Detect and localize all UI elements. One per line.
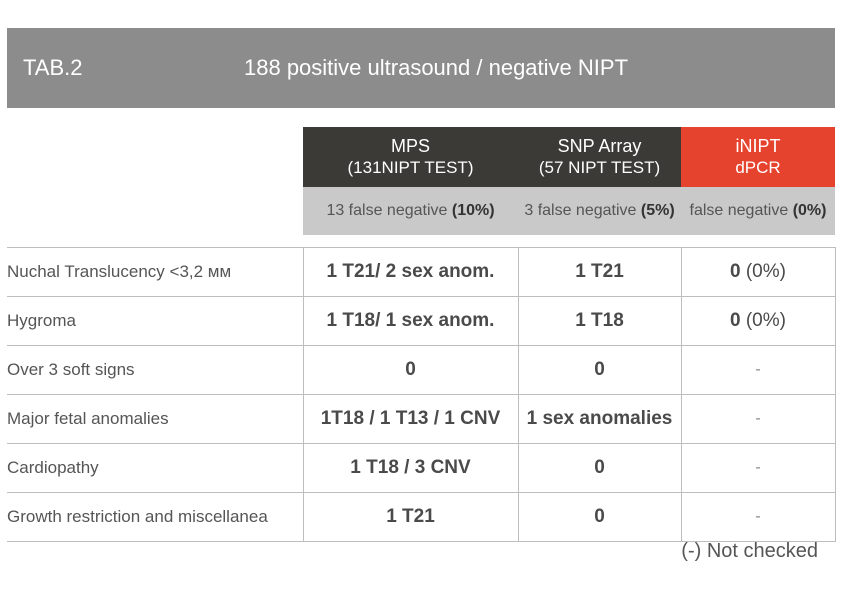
cell-snp: 1 sex anomalies [517, 394, 681, 444]
column-header-inipt-sub: dPCR [735, 158, 781, 177]
column-header-mps-sub: (131NIPT TEST) [347, 158, 474, 177]
cell-snp: 1 T21 [517, 247, 681, 297]
row-label: Nuchal Translucency <3,2 мм [7, 247, 303, 297]
cell-inipt: - [680, 394, 836, 444]
false-negative-snp-text: 3 false negative [524, 202, 637, 219]
false-negative-mps-text: 13 false negative [326, 202, 448, 219]
column-header-inipt: iNIPT dPCR [681, 127, 835, 187]
column-header-snp: SNP Array (57 NIPT TEST) [518, 127, 681, 187]
false-negative-inipt-value: (0%) [792, 202, 827, 219]
row-label: Major fetal anomalies [7, 394, 303, 444]
cell-mps: 0 [302, 345, 518, 395]
false-negative-mps: 13 false negative (10%) [303, 187, 518, 235]
table-row: Over 3 soft signs 0 0 - [7, 345, 836, 395]
column-header-snp-sub: (57 NIPT TEST) [538, 158, 661, 177]
cell-snp: 0 [517, 492, 681, 542]
column-header-row: MPS (131NIPT TEST) SNP Array (57 NIPT TE… [7, 127, 835, 187]
cell-inipt-value: 0 [730, 310, 741, 331]
cell-mps: 1 T18/ 1 sex anom. [302, 296, 518, 346]
table-title: 188 positive ultrasound / negative NIPT [244, 55, 629, 80]
false-negative-mps-value: (10%) [451, 202, 495, 219]
false-negative-snp-value: (5%) [640, 202, 675, 219]
cell-mps: 1T18 / 1 T13 / 1 CNV [302, 394, 518, 444]
false-negative-snp: 3 false negative (5%) [518, 187, 681, 235]
column-header-mps: MPS (131NIPT TEST) [303, 127, 518, 187]
results-table: MPS (131NIPT TEST) SNP Array (57 NIPT TE… [7, 127, 836, 542]
cell-inipt: 0 (0%) [680, 247, 836, 297]
column-header-snp-name: SNP Array [557, 136, 642, 156]
table-row: Nuchal Translucency <3,2 мм 1 T21/ 2 sex… [7, 247, 836, 297]
table-row: Cardiopathy 1 T18 / 3 CNV 0 - [7, 443, 836, 493]
cell-inipt-value: 0 [730, 261, 741, 282]
table-id: TAB.2 [23, 55, 83, 80]
table-row: Hygroma 1 T18/ 1 sex anom. 1 T18 0 (0%) [7, 296, 836, 346]
subheader-corner-cell [7, 187, 303, 235]
row-label: Over 3 soft signs [7, 345, 303, 395]
row-label: Growth restriction and miscellanea [7, 492, 303, 542]
cell-mps: 1 T21 [302, 492, 518, 542]
table-row: Growth restriction and miscellanea 1 T21… [7, 492, 836, 542]
corner-cell [7, 127, 303, 187]
false-negative-inipt: false negative (0%) [681, 187, 835, 235]
cell-inipt: - [680, 443, 836, 493]
cell-inipt-percent: (0%) [740, 261, 786, 282]
cell-snp: 0 [517, 345, 681, 395]
column-header-mps-name: MPS [390, 136, 430, 156]
cell-mps: 1 T21/ 2 sex anom. [302, 247, 518, 297]
cell-snp: 0 [517, 443, 681, 493]
cell-inipt-percent: (0%) [740, 310, 786, 331]
false-negative-row: 13 false negative (10%) 3 false negative… [7, 187, 835, 235]
row-label: Cardiopathy [7, 443, 303, 493]
row-label: Hygroma [7, 296, 303, 346]
cell-inipt: 0 (0%) [680, 296, 836, 346]
cell-snp: 1 T18 [517, 296, 681, 346]
footnote: (-) Not checked [681, 540, 818, 562]
table-row: Major fetal anomalies 1T18 / 1 T13 / 1 C… [7, 394, 836, 444]
cell-mps: 1 T18 / 3 CNV [302, 443, 518, 493]
table-title-bar: TAB.2 188 positive ultrasound / negative… [7, 28, 835, 108]
cell-inipt: - [680, 492, 836, 542]
false-negative-inipt-text: false negative [689, 202, 789, 219]
cell-inipt: - [680, 345, 836, 395]
column-header-inipt-name: iNIPT [735, 136, 781, 156]
